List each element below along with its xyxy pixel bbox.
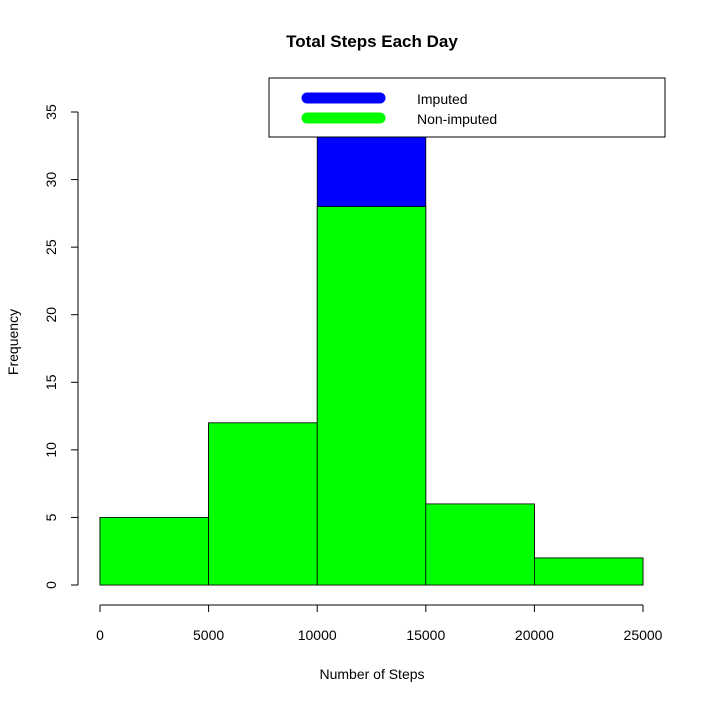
y-tick-label-1: 5 bbox=[43, 513, 59, 521]
y-tick-label-7: 35 bbox=[43, 104, 59, 120]
bar-non-imputed-2 bbox=[316, 206, 427, 586]
legend-box bbox=[268, 77, 666, 138]
x-tick-label-2: 10000 bbox=[298, 627, 337, 643]
x-tick-label-5: 25000 bbox=[624, 627, 663, 643]
x-axis-label: Number of Steps bbox=[319, 666, 424, 682]
y-axis: 0 5 10 15 20 25 30 35 bbox=[43, 104, 79, 589]
x-tick-label-0: 0 bbox=[96, 627, 104, 643]
y-tick-label-6: 30 bbox=[43, 172, 59, 188]
x-tick-label-1: 5000 bbox=[193, 627, 224, 643]
non-imputed-bars bbox=[99, 206, 644, 586]
bar-non-imputed-4 bbox=[534, 557, 644, 586]
y-tick-label-0: 0 bbox=[43, 581, 59, 589]
bar-non-imputed-0 bbox=[99, 517, 209, 586]
chart-title: Total Steps Each Day bbox=[286, 32, 458, 51]
legend: Imputed Non-imputed bbox=[268, 77, 666, 138]
y-tick-label-4: 20 bbox=[43, 307, 59, 323]
bar-non-imputed-1 bbox=[208, 422, 318, 586]
x-tick-label-4: 20000 bbox=[515, 627, 554, 643]
x-axis: 0 5000 10000 15000 20000 25000 bbox=[96, 604, 663, 643]
legend-label-imputed: Imputed bbox=[417, 91, 468, 107]
bar-non-imputed-3 bbox=[425, 503, 535, 586]
y-axis-label: Frequency bbox=[5, 309, 21, 375]
y-tick-label-3: 15 bbox=[43, 374, 59, 390]
y-tick-label-5: 25 bbox=[43, 239, 59, 255]
legend-label-non-imputed: Non-imputed bbox=[417, 111, 497, 127]
x-tick-label-3: 15000 bbox=[406, 627, 445, 643]
y-tick-label-2: 10 bbox=[43, 442, 59, 458]
